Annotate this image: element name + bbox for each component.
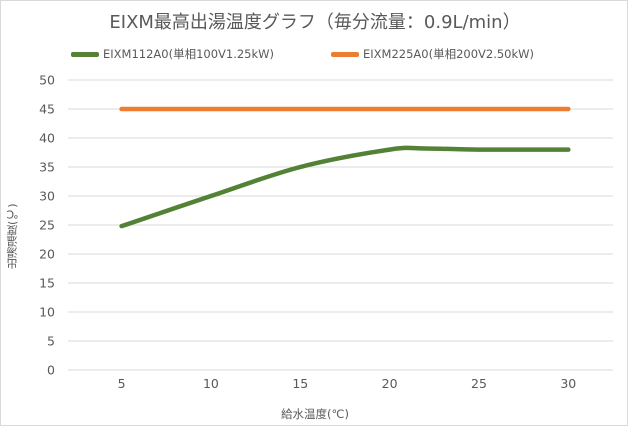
legend-swatch-eixm112a0	[71, 51, 99, 57]
x-tick-label-10: 10	[203, 376, 219, 391]
x-axis-title: 給水温度(℃)	[281, 407, 349, 421]
y-tick-label-0: 0	[47, 363, 55, 378]
y-tick-label-20: 20	[39, 247, 55, 262]
legend-label-eixm225a0: EIXM225A0(単相200V2.50kW)	[363, 47, 535, 61]
y-tick-label-40: 40	[39, 131, 55, 146]
legend: EIXM112A0(単相100V1.25kW) EIXM225A0(単相200V…	[1, 46, 628, 62]
y-tick-label-5: 5	[47, 334, 55, 349]
series-line-eixm112a0	[119, 145, 571, 229]
x-tick-label-30: 30	[560, 376, 576, 391]
legend-swatch-eixm225a0	[331, 51, 359, 57]
y-tick-label-10: 10	[39, 305, 55, 320]
y-tick-label-30: 30	[39, 189, 55, 204]
y-tick-label-35: 35	[39, 160, 55, 175]
x-tick-label-5: 5	[118, 376, 126, 391]
x-tick-label-20: 20	[382, 376, 398, 391]
y-tick-label-50: 50	[39, 73, 55, 88]
legend-item-eixm225a0: EIXM225A0(単相200V2.50kW)	[331, 46, 534, 62]
chart-title: EIXM最高出湯温度グラフ（毎分流量：0.9L/min）	[109, 12, 521, 33]
x-tick-label-15: 15	[292, 376, 308, 391]
legend-label-eixm112a0: EIXM112A0(単相100V1.25kW)	[103, 47, 275, 61]
x-tick-label-25: 25	[471, 376, 487, 391]
y-tick-label-45: 45	[39, 102, 55, 117]
legend-item-eixm112a0: EIXM112A0(単相100V1.25kW)	[71, 46, 274, 62]
y-tick-label-25: 25	[39, 218, 55, 233]
y-tick-label-15: 15	[39, 276, 55, 291]
